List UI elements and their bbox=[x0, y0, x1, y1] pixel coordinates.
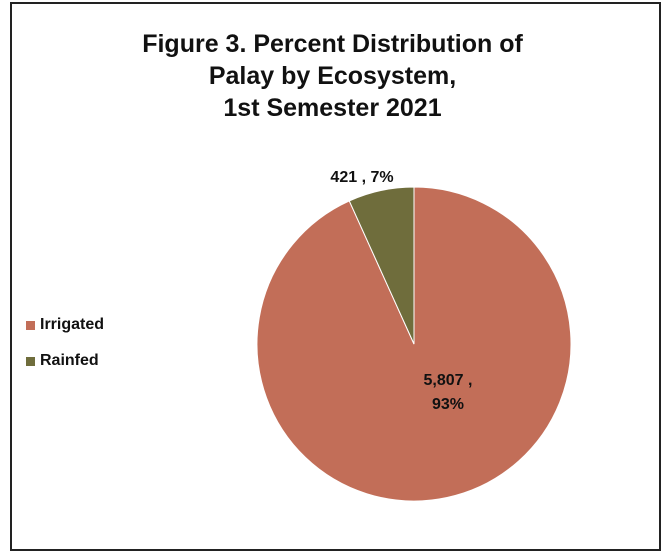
legend-label-rainfed: Rainfed bbox=[40, 352, 99, 369]
legend-label-irrigated: Irrigated bbox=[40, 316, 105, 333]
legend-item-irrigated: Irrigated bbox=[26, 314, 104, 336]
pie-slice-rainfed bbox=[348, 186, 415, 345]
legend-swatch-irrigated bbox=[26, 320, 35, 330]
chart-title: Figure 3. Percent Distribution of Palay … bbox=[0, 28, 665, 124]
legend: Irrigated Rainfed bbox=[26, 314, 104, 386]
chart-title-line-1: Figure 3. Percent Distribution of bbox=[142, 30, 523, 58]
data-label-irrigated: 5,807 , 93% bbox=[424, 372, 473, 413]
chart-title-line-3: 1st Semester 2021 bbox=[223, 94, 442, 122]
data-label-rainfed: 421 , 7% bbox=[330, 169, 393, 186]
legend-item-rainfed: Rainfed bbox=[26, 350, 104, 372]
chart-title-line-2: Palay by Ecosystem, bbox=[208, 62, 457, 90]
legend-swatch-rainfed bbox=[26, 356, 35, 366]
